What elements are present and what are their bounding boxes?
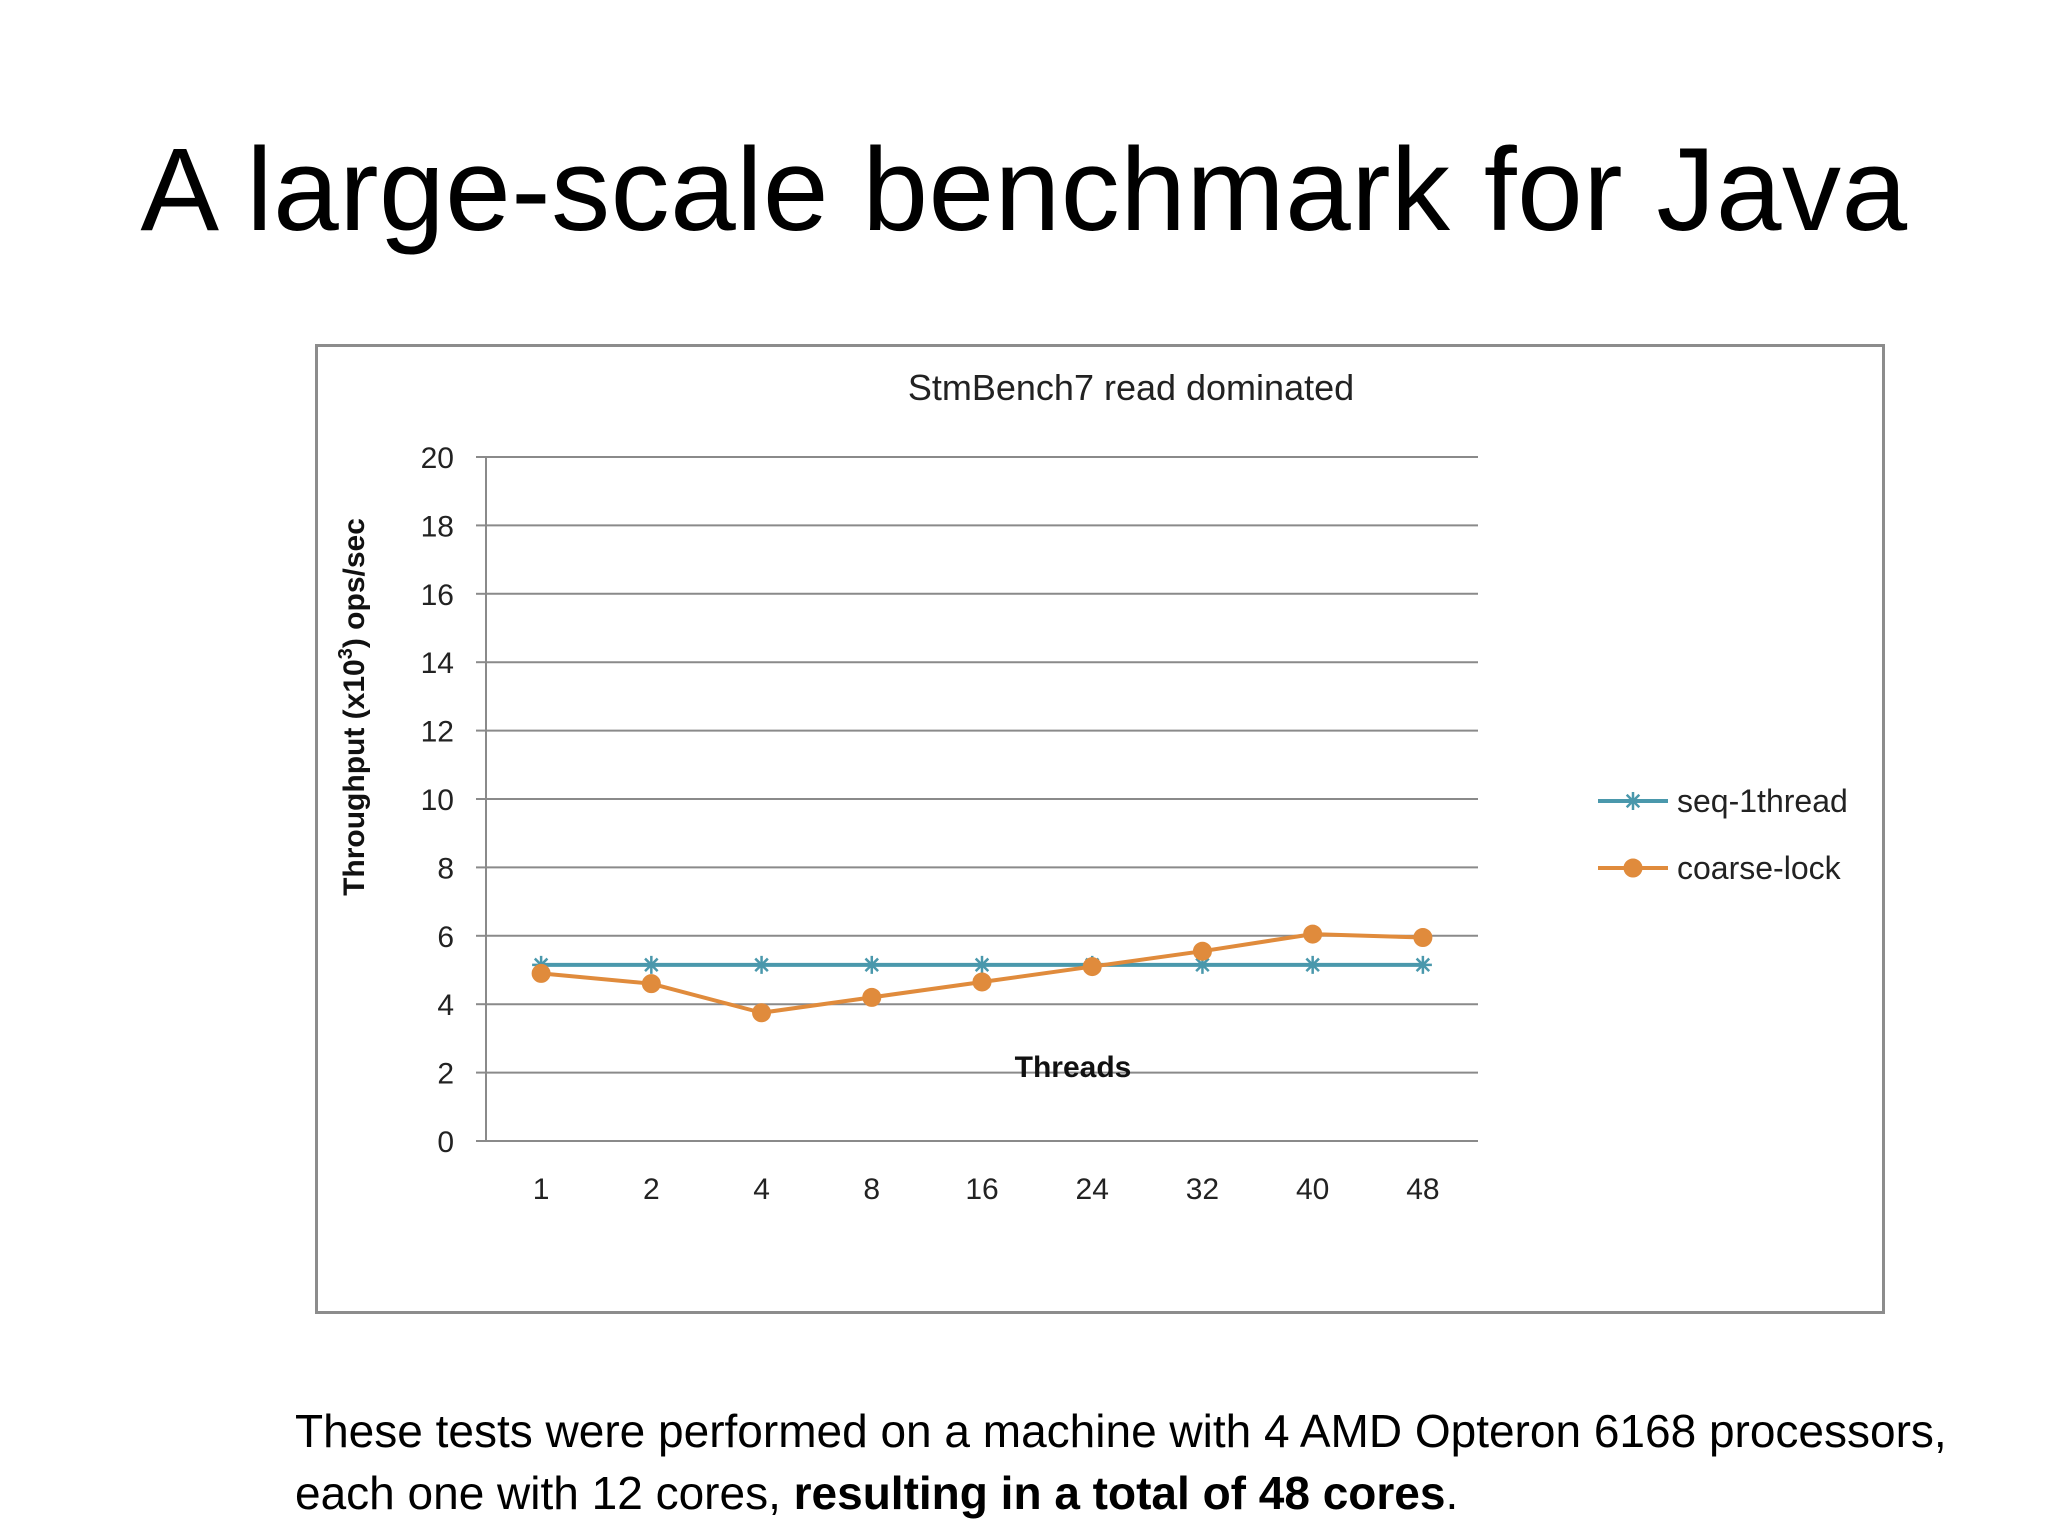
slide-caption: These tests were performed on a machine … xyxy=(295,1400,1995,1524)
data-point-seq-1thread xyxy=(862,955,881,974)
data-point-seq-1thread xyxy=(642,955,661,974)
y-tick-label: 0 xyxy=(437,1126,454,1159)
x-tick-label: 1 xyxy=(533,1173,550,1206)
legend-label-seq-1thread: seq-1thread xyxy=(1677,783,1848,819)
data-point-coarse-lock xyxy=(531,963,551,983)
x-tick-label: 40 xyxy=(1296,1173,1329,1206)
y-tick-label: 2 xyxy=(437,1058,454,1091)
data-point-coarse-lock xyxy=(862,987,882,1007)
y-tick-label: 14 xyxy=(421,647,454,680)
caption-text: These tests were performed on a machine … xyxy=(295,1405,1947,1519)
data-point-coarse-lock xyxy=(641,974,661,994)
data-point-coarse-lock xyxy=(752,1003,772,1023)
chart-frame: StmBench7 read dominated 0 2 4 6 8 10 12 14 16 18… xyxy=(315,344,1885,1314)
y-tick-label: 6 xyxy=(437,921,454,954)
y-tick-label: 10 xyxy=(421,784,454,817)
y-tick-label: 8 xyxy=(437,852,454,885)
slide-title: A large-scale benchmark for Java xyxy=(140,124,1908,256)
caption-emphasis: resulting in a total of 48 cores xyxy=(793,1467,1446,1519)
data-point-seq-1thread xyxy=(973,955,991,974)
y-axis-title-main: Throughput (x10 xyxy=(338,659,371,896)
data-point-coarse-lock xyxy=(1192,941,1212,961)
data-point-coarse-lock xyxy=(972,972,992,992)
caption-end: . xyxy=(1445,1467,1459,1519)
y-tick-label: 18 xyxy=(421,510,454,543)
y-axis-title-sup: 3 xyxy=(335,648,357,659)
x-tick-label: 2 xyxy=(643,1173,660,1206)
y-tick-label: 12 xyxy=(421,716,454,749)
x-axis-title: Threads xyxy=(1015,1051,1132,1084)
legend: seq-1thread coarse-lock xyxy=(1598,783,1848,886)
data-point-coarse-lock xyxy=(1413,928,1433,948)
x-tick-label: 4 xyxy=(753,1173,770,1206)
y-tick-label: 4 xyxy=(437,989,454,1022)
x-tick-label: 48 xyxy=(1406,1173,1439,1206)
chart-svg: StmBench7 read dominated 024681012141618… xyxy=(335,367,1848,1206)
x-tick-label: 24 xyxy=(1076,1173,1109,1206)
series-layer xyxy=(531,924,1433,1023)
y-tick-label: 16 xyxy=(421,579,454,612)
x-tick-label: 8 xyxy=(863,1173,880,1206)
x-tick-label: 32 xyxy=(1186,1173,1219,1206)
data-point-coarse-lock xyxy=(1082,957,1102,977)
legend-label-coarse-lock: coarse-lock xyxy=(1677,850,1842,886)
grid-layer xyxy=(486,456,1478,1074)
x-tick-label: 16 xyxy=(965,1173,998,1206)
chart-title: StmBench7 read dominated xyxy=(908,367,1354,408)
data-point-seq-1thread xyxy=(1413,955,1432,974)
legend-marker-seq-1thread xyxy=(1624,792,1642,810)
y-axis-title: Throughput (x103) ops/sec xyxy=(335,518,371,896)
legend-marker-coarse-lock xyxy=(1623,858,1643,878)
data-point-seq-1thread xyxy=(1303,955,1322,974)
data-point-seq-1thread xyxy=(752,955,771,974)
y-tick-label: 20 xyxy=(421,442,454,475)
data-point-coarse-lock xyxy=(1303,924,1323,944)
y-axis-title-end: ) ops/sec xyxy=(338,518,371,648)
